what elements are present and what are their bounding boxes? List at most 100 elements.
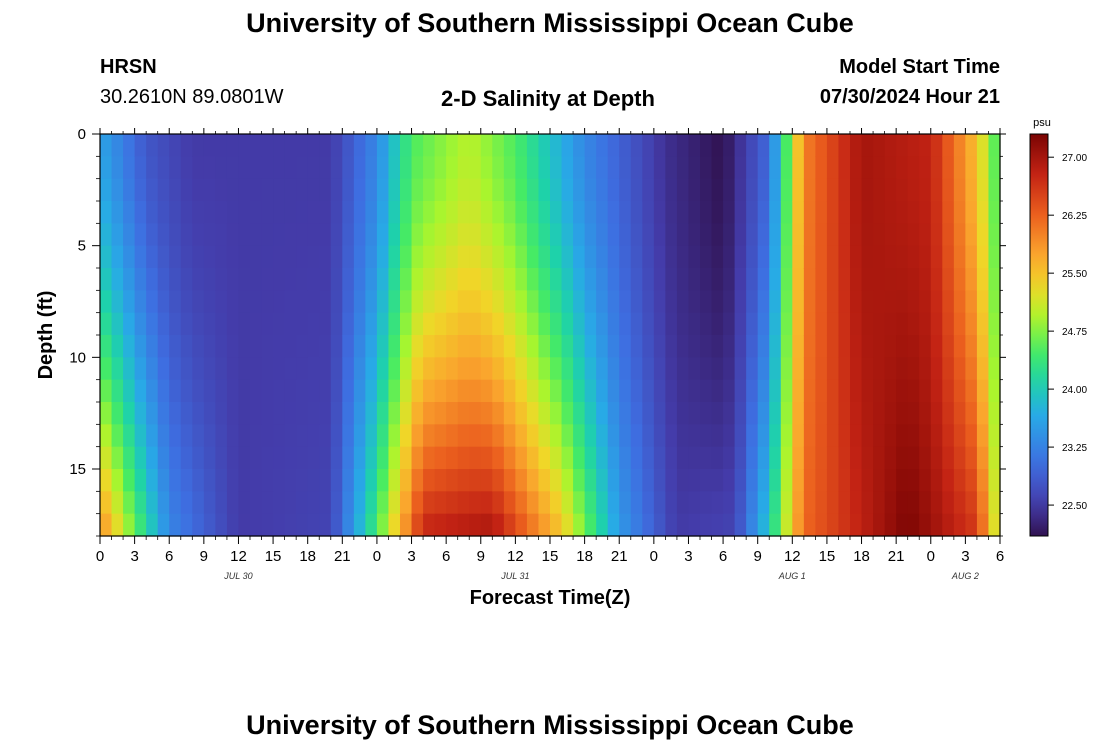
heatmap-cell xyxy=(526,357,540,381)
heatmap-cell xyxy=(896,335,909,358)
heatmap-cell xyxy=(884,402,897,425)
heatmap-cell xyxy=(307,491,320,515)
heatmap-cell xyxy=(907,469,920,492)
heatmap-cell xyxy=(826,312,840,336)
heatmap-cell xyxy=(492,379,505,403)
heatmap-cell xyxy=(526,134,540,157)
heatmap-cell xyxy=(480,312,493,336)
x-tick-label: 15 xyxy=(819,548,836,565)
heatmap-cell xyxy=(330,402,343,425)
heatmap-cell xyxy=(653,402,666,425)
heatmap-cell xyxy=(492,245,505,269)
heatmap-cell xyxy=(169,446,182,470)
heatmap-cell xyxy=(111,134,124,157)
heatmap-cell xyxy=(388,379,401,403)
heatmap-cell xyxy=(896,156,909,180)
heatmap-cell xyxy=(296,513,309,537)
heatmap-cell xyxy=(365,513,378,537)
heatmap-cell xyxy=(492,469,505,492)
heatmap-cell xyxy=(642,402,655,425)
heatmap-cell xyxy=(988,379,1001,403)
heatmap-cell xyxy=(319,402,332,425)
heatmap-cell xyxy=(423,379,436,403)
heatmap-cell xyxy=(284,402,297,425)
heatmap-cell xyxy=(180,156,193,180)
heatmap-cell xyxy=(365,312,378,336)
heatmap-cell xyxy=(446,268,459,291)
heatmap-cell xyxy=(307,424,320,448)
heatmap-cell xyxy=(353,156,366,180)
heatmap-cell xyxy=(630,312,643,336)
heatmap-cell xyxy=(203,379,216,403)
heatmap-cell xyxy=(330,312,343,336)
heatmap-cell xyxy=(250,290,263,314)
heatmap-cell xyxy=(411,446,424,470)
heatmap-cell xyxy=(573,290,586,314)
heatmap-cell xyxy=(873,469,886,492)
heatmap-cell xyxy=(134,134,147,157)
heatmap-cell xyxy=(665,223,678,247)
heatmap-cell xyxy=(400,402,413,425)
heatmap-cell xyxy=(434,290,447,314)
heatmap-cell xyxy=(596,424,609,448)
heatmap-cell xyxy=(630,335,643,358)
heatmap-cell xyxy=(988,491,1001,515)
heatmap-cell xyxy=(942,201,955,224)
heatmap-cell xyxy=(884,379,897,403)
heatmap-cell xyxy=(284,469,297,492)
heatmap-cell xyxy=(746,245,759,269)
heatmap-cell xyxy=(180,223,193,247)
heatmap-cell xyxy=(676,446,690,470)
heatmap-cell xyxy=(596,156,609,180)
heatmap-cell xyxy=(688,178,701,202)
heatmap-cell xyxy=(653,268,666,291)
heatmap-cell xyxy=(711,223,724,247)
heatmap-cell xyxy=(123,379,136,403)
heatmap-cell xyxy=(169,402,182,425)
heatmap-cell xyxy=(157,513,170,537)
x-tick-label: 6 xyxy=(996,548,1004,565)
heatmap-cell xyxy=(515,312,528,336)
heatmap-cell xyxy=(273,357,286,381)
heatmap-cell xyxy=(538,156,551,180)
heatmap-cell xyxy=(376,223,390,247)
heatmap-cell xyxy=(388,156,401,180)
heatmap-cell xyxy=(688,223,701,247)
heatmap-cell xyxy=(619,134,632,157)
heatmap-cell xyxy=(676,245,690,269)
heatmap-cell xyxy=(100,469,113,492)
x-tick-label: 18 xyxy=(576,548,593,565)
heatmap-cell xyxy=(815,424,828,448)
heatmap-cell xyxy=(780,201,793,224)
heatmap-cell xyxy=(919,357,932,381)
heatmap-cell xyxy=(653,335,666,358)
heatmap-cell xyxy=(226,513,240,537)
heatmap-cell xyxy=(815,513,828,537)
heatmap-cell xyxy=(434,156,447,180)
heatmap-cell xyxy=(492,513,505,537)
heatmap-cell xyxy=(942,402,955,425)
heatmap-cell xyxy=(307,335,320,358)
heatmap-cell xyxy=(965,446,978,470)
heatmap-cell xyxy=(388,245,401,269)
heatmap-cell xyxy=(284,268,297,291)
heatmap-cell xyxy=(284,201,297,224)
heatmap-cell xyxy=(492,402,505,425)
heatmap-cell xyxy=(400,312,413,336)
heatmap-cell xyxy=(273,201,286,224)
heatmap-cell xyxy=(134,357,147,381)
heatmap-cell xyxy=(746,290,759,314)
heatmap-cell xyxy=(273,290,286,314)
heatmap-cell xyxy=(203,268,216,291)
heatmap-cell xyxy=(769,290,782,314)
heatmap-cell xyxy=(723,268,736,291)
heatmap-cell xyxy=(861,446,874,470)
heatmap-cell xyxy=(515,357,528,381)
heatmap-cell xyxy=(388,357,401,381)
heatmap-cell xyxy=(850,268,863,291)
heatmap-cell xyxy=(446,335,459,358)
heatmap-cell xyxy=(953,268,966,291)
heatmap-cell xyxy=(307,178,320,202)
heatmap-cell xyxy=(919,156,932,180)
heatmap-cell xyxy=(746,513,759,537)
